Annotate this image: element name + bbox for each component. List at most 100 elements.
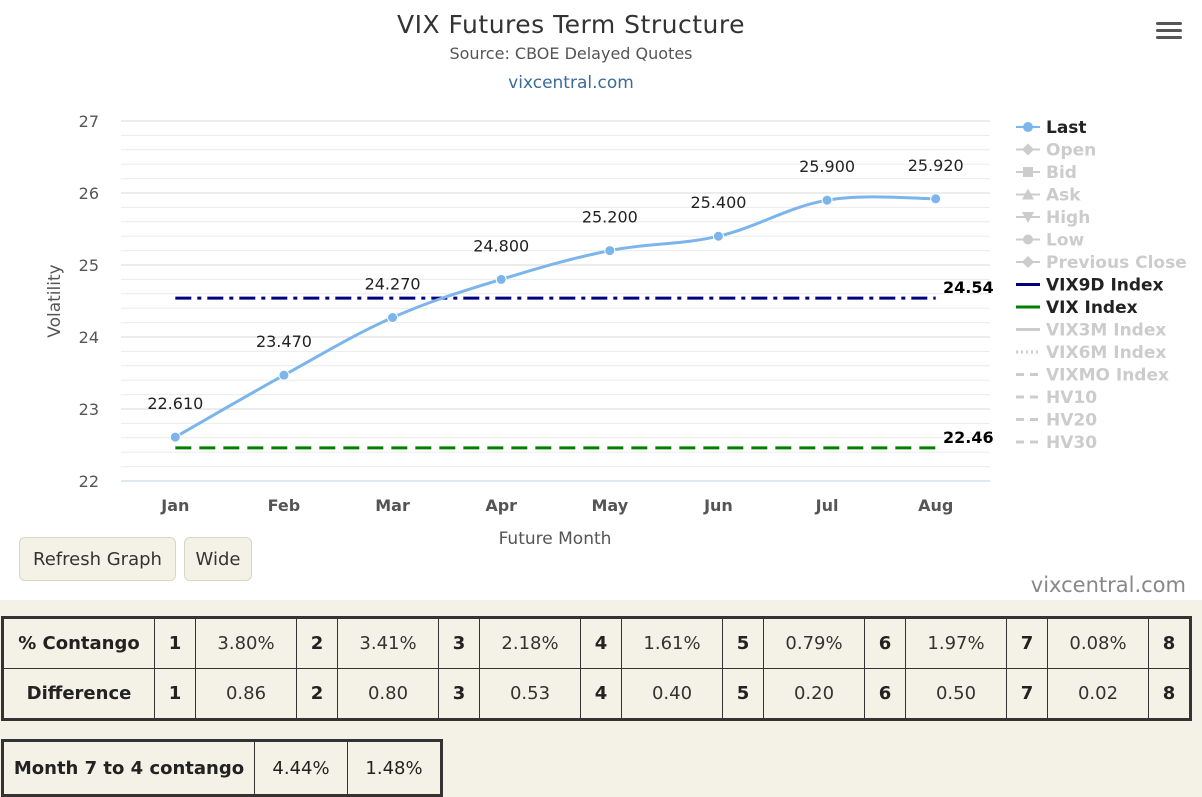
data-point-last [387, 312, 399, 324]
value-cell: 2.18% [479, 617, 581, 669]
value-cell: 1.61% [621, 617, 723, 669]
value-cell: 0.40 [621, 668, 723, 720]
legend-item-label: HV10 [1046, 388, 1097, 408]
y-tick-label: 27 [79, 112, 99, 131]
chart-title: VIX Futures Term Structure [397, 10, 745, 39]
legend-marker [1022, 143, 1034, 156]
x-tick-label: Jun [703, 496, 733, 515]
month-index-cell: 6 [864, 617, 906, 669]
legend-item-label: Last [1046, 118, 1087, 138]
month-index-cell: 5 [722, 617, 764, 669]
wide-button[interactable]: Wide [184, 537, 252, 581]
data-point-last [169, 431, 181, 443]
month-7-to-4-value: 1.48% [347, 740, 442, 796]
legend-item-label: HV30 [1046, 433, 1097, 453]
data-label-last: 25.900 [799, 157, 855, 176]
month-index-cell: 4 [580, 668, 622, 720]
month-index-cell: 8 [1148, 617, 1191, 669]
legend-item-label: VIX9D Index [1046, 276, 1164, 296]
y-tick-label: 26 [79, 184, 99, 203]
x-tick-label: Jan [160, 496, 189, 515]
hamburger-menu-icon[interactable] [1156, 22, 1182, 44]
contango-table: % Contango 1 3.80% 2 3.41% 3 2.18% 4 1.61% 5 0.79%… [1, 616, 1192, 721]
x-tick-label: Apr [485, 496, 517, 515]
data-point-last [495, 273, 507, 285]
y-tick-label: 24 [79, 328, 99, 347]
x-tick-label: Feb [268, 496, 301, 515]
month-index-cell: 7 [1006, 617, 1048, 669]
legend-item-label: Open [1046, 141, 1096, 161]
x-tick-label: May [591, 496, 628, 515]
data-point-last [930, 193, 942, 205]
refresh-graph-button[interactable]: Refresh Graph [19, 537, 176, 581]
watermark: vixcentral.com [1030, 573, 1186, 597]
value-cell: 0.86 [195, 668, 297, 720]
row-label: % Contango [2, 617, 155, 669]
legend-marker [1023, 167, 1033, 177]
month-index-cell: 8 [1148, 668, 1191, 720]
month-7-to-4-label: Month 7 to 4 contango [2, 740, 255, 796]
data-point-last [712, 230, 724, 242]
series-line-last [174, 195, 936, 439]
table-row: % Contango 1 3.80% 2 3.41% 3 2.18% 4 1.61% 5 0.79%… [2, 617, 1191, 669]
data-label-last: 24.800 [473, 236, 529, 255]
value-cell: 3.80% [195, 617, 297, 669]
legend-item-label: VIX3M Index [1046, 321, 1166, 341]
data-point-last [604, 245, 616, 257]
value-cell: 0.79% [763, 617, 865, 669]
chart-panel: 22 23 24 25 26 27 Jan Feb Mar Apr May Jun Jul Aug Futu… [0, 0, 1202, 600]
data-label-vix: 22.46 [943, 428, 994, 447]
y-tick-label: 22 [79, 472, 99, 491]
data-label-vix9d: 24.54 [943, 278, 994, 297]
month-7-to-4-table: Month 7 to 4 contango 4.44% 1.48% [1, 739, 443, 797]
value-cell: 0.20 [763, 668, 865, 720]
table-row: Difference 1 0.86 2 0.80 3 0.53 4 0.40 5 0.20 6 0.50… [2, 668, 1191, 720]
legend-marker [1022, 212, 1034, 223]
legend-marker [1023, 122, 1033, 132]
month-index-cell: 1 [154, 668, 196, 720]
month-index-cell: 6 [864, 668, 906, 720]
legend-item-label: VIX Index [1046, 298, 1138, 318]
data-label-last: 25.200 [582, 208, 638, 227]
data-point-last [278, 369, 290, 381]
row-label: Difference [2, 668, 155, 720]
data-label-last: 25.920 [908, 156, 964, 175]
month-index-cell: 3 [438, 668, 480, 720]
month-index-cell: 2 [296, 617, 338, 669]
legend-marker [1023, 234, 1033, 245]
data-point-last [821, 194, 833, 206]
legend-item-label: Previous Close [1046, 253, 1187, 273]
legend-item-label: HV20 [1046, 411, 1097, 431]
legend-marker [1022, 188, 1034, 200]
month-index-cell: 2 [296, 668, 338, 720]
value-cell: 3.41% [337, 617, 439, 669]
legend-item-label: VIXMO Index [1046, 366, 1169, 386]
chart-subtitle: Source: CBOE Delayed Quotes [449, 44, 693, 63]
x-tick-label: Jul [815, 496, 839, 515]
legend-item-label: High [1046, 208, 1090, 228]
month-7-to-4-value: 4.44% [254, 740, 348, 796]
legend-item-label: Ask [1046, 186, 1081, 206]
month-index-cell: 4 [580, 617, 622, 669]
data-label-last: 25.400 [690, 193, 746, 212]
value-cell: 0.50 [905, 668, 1007, 720]
value-cell: 0.02 [1047, 668, 1149, 720]
legend-marker [1022, 256, 1034, 268]
x-tick-label: Mar [375, 496, 410, 515]
value-cell: 0.08% [1047, 617, 1149, 669]
chart-source-link[interactable]: vixcentral.com [508, 73, 634, 93]
data-label-last: 24.270 [365, 275, 421, 294]
x-axis-title: Future Month [499, 529, 612, 549]
legend-item-label: VIX6M Index [1046, 343, 1166, 363]
month-index-cell: 1 [154, 617, 196, 669]
legend-item-label: Low [1046, 231, 1085, 251]
y-axis-title: Volatility [45, 264, 65, 337]
value-cell: 0.80 [337, 668, 439, 720]
data-label-last: 22.610 [147, 394, 203, 413]
legend-item-label: Bid [1046, 163, 1077, 183]
data-label-last: 23.470 [256, 332, 312, 351]
y-tick-label: 23 [79, 400, 99, 419]
month-index-cell: 5 [722, 668, 764, 720]
month-index-cell: 3 [438, 617, 480, 669]
x-tick-label: Aug [918, 496, 953, 515]
